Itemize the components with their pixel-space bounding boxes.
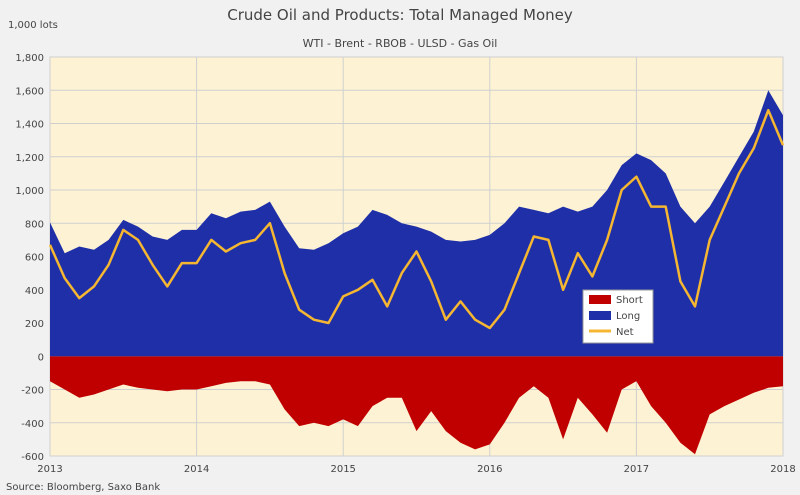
x-tick-label: 2018: [770, 464, 795, 475]
legend-label-net: Net: [616, 327, 634, 338]
y-tick-label: -400: [21, 419, 44, 430]
legend-label-long: Long: [616, 311, 640, 322]
legend-label-short: Short: [616, 295, 643, 306]
series-short-area: [50, 356, 783, 455]
y-tick-label: -600: [21, 452, 44, 463]
y-tick-label: 1,200: [15, 153, 44, 164]
y-tick-label: -200: [21, 386, 44, 397]
legend-swatch-long: [589, 311, 611, 320]
y-tick-label: 600: [25, 253, 44, 264]
y-tick-label: 1,000: [15, 186, 44, 197]
x-tick-label: 2013: [37, 464, 62, 475]
chart-title: Crude Oil and Products: Total Managed Mo…: [227, 6, 573, 24]
y-tick-label: 1,400: [15, 120, 44, 131]
x-tick-label: 2016: [477, 464, 502, 475]
legend: Short Long Net: [582, 289, 654, 344]
x-tick-label: 2017: [624, 464, 649, 475]
y-tick-label: 800: [25, 219, 44, 230]
y-tick-label: 1,600: [15, 86, 44, 97]
y-axis-label: 1,000 lots: [8, 20, 58, 31]
series-net-line: [48, 108, 785, 330]
y-tick-label: 1,800: [15, 53, 44, 64]
legend-swatch-short: [589, 295, 611, 304]
x-tick-label: 2014: [184, 464, 209, 475]
x-tick-label: 2015: [330, 464, 355, 475]
chart-subtitle: WTI - Brent - RBOB - ULSD - Gas Oil: [303, 37, 498, 50]
y-tick-label: 0: [38, 352, 44, 363]
source-note: Source: Bloomberg, Saxo Bank: [6, 482, 160, 493]
y-tick-label: 200: [25, 319, 44, 330]
y-tick-label: 400: [25, 286, 44, 297]
